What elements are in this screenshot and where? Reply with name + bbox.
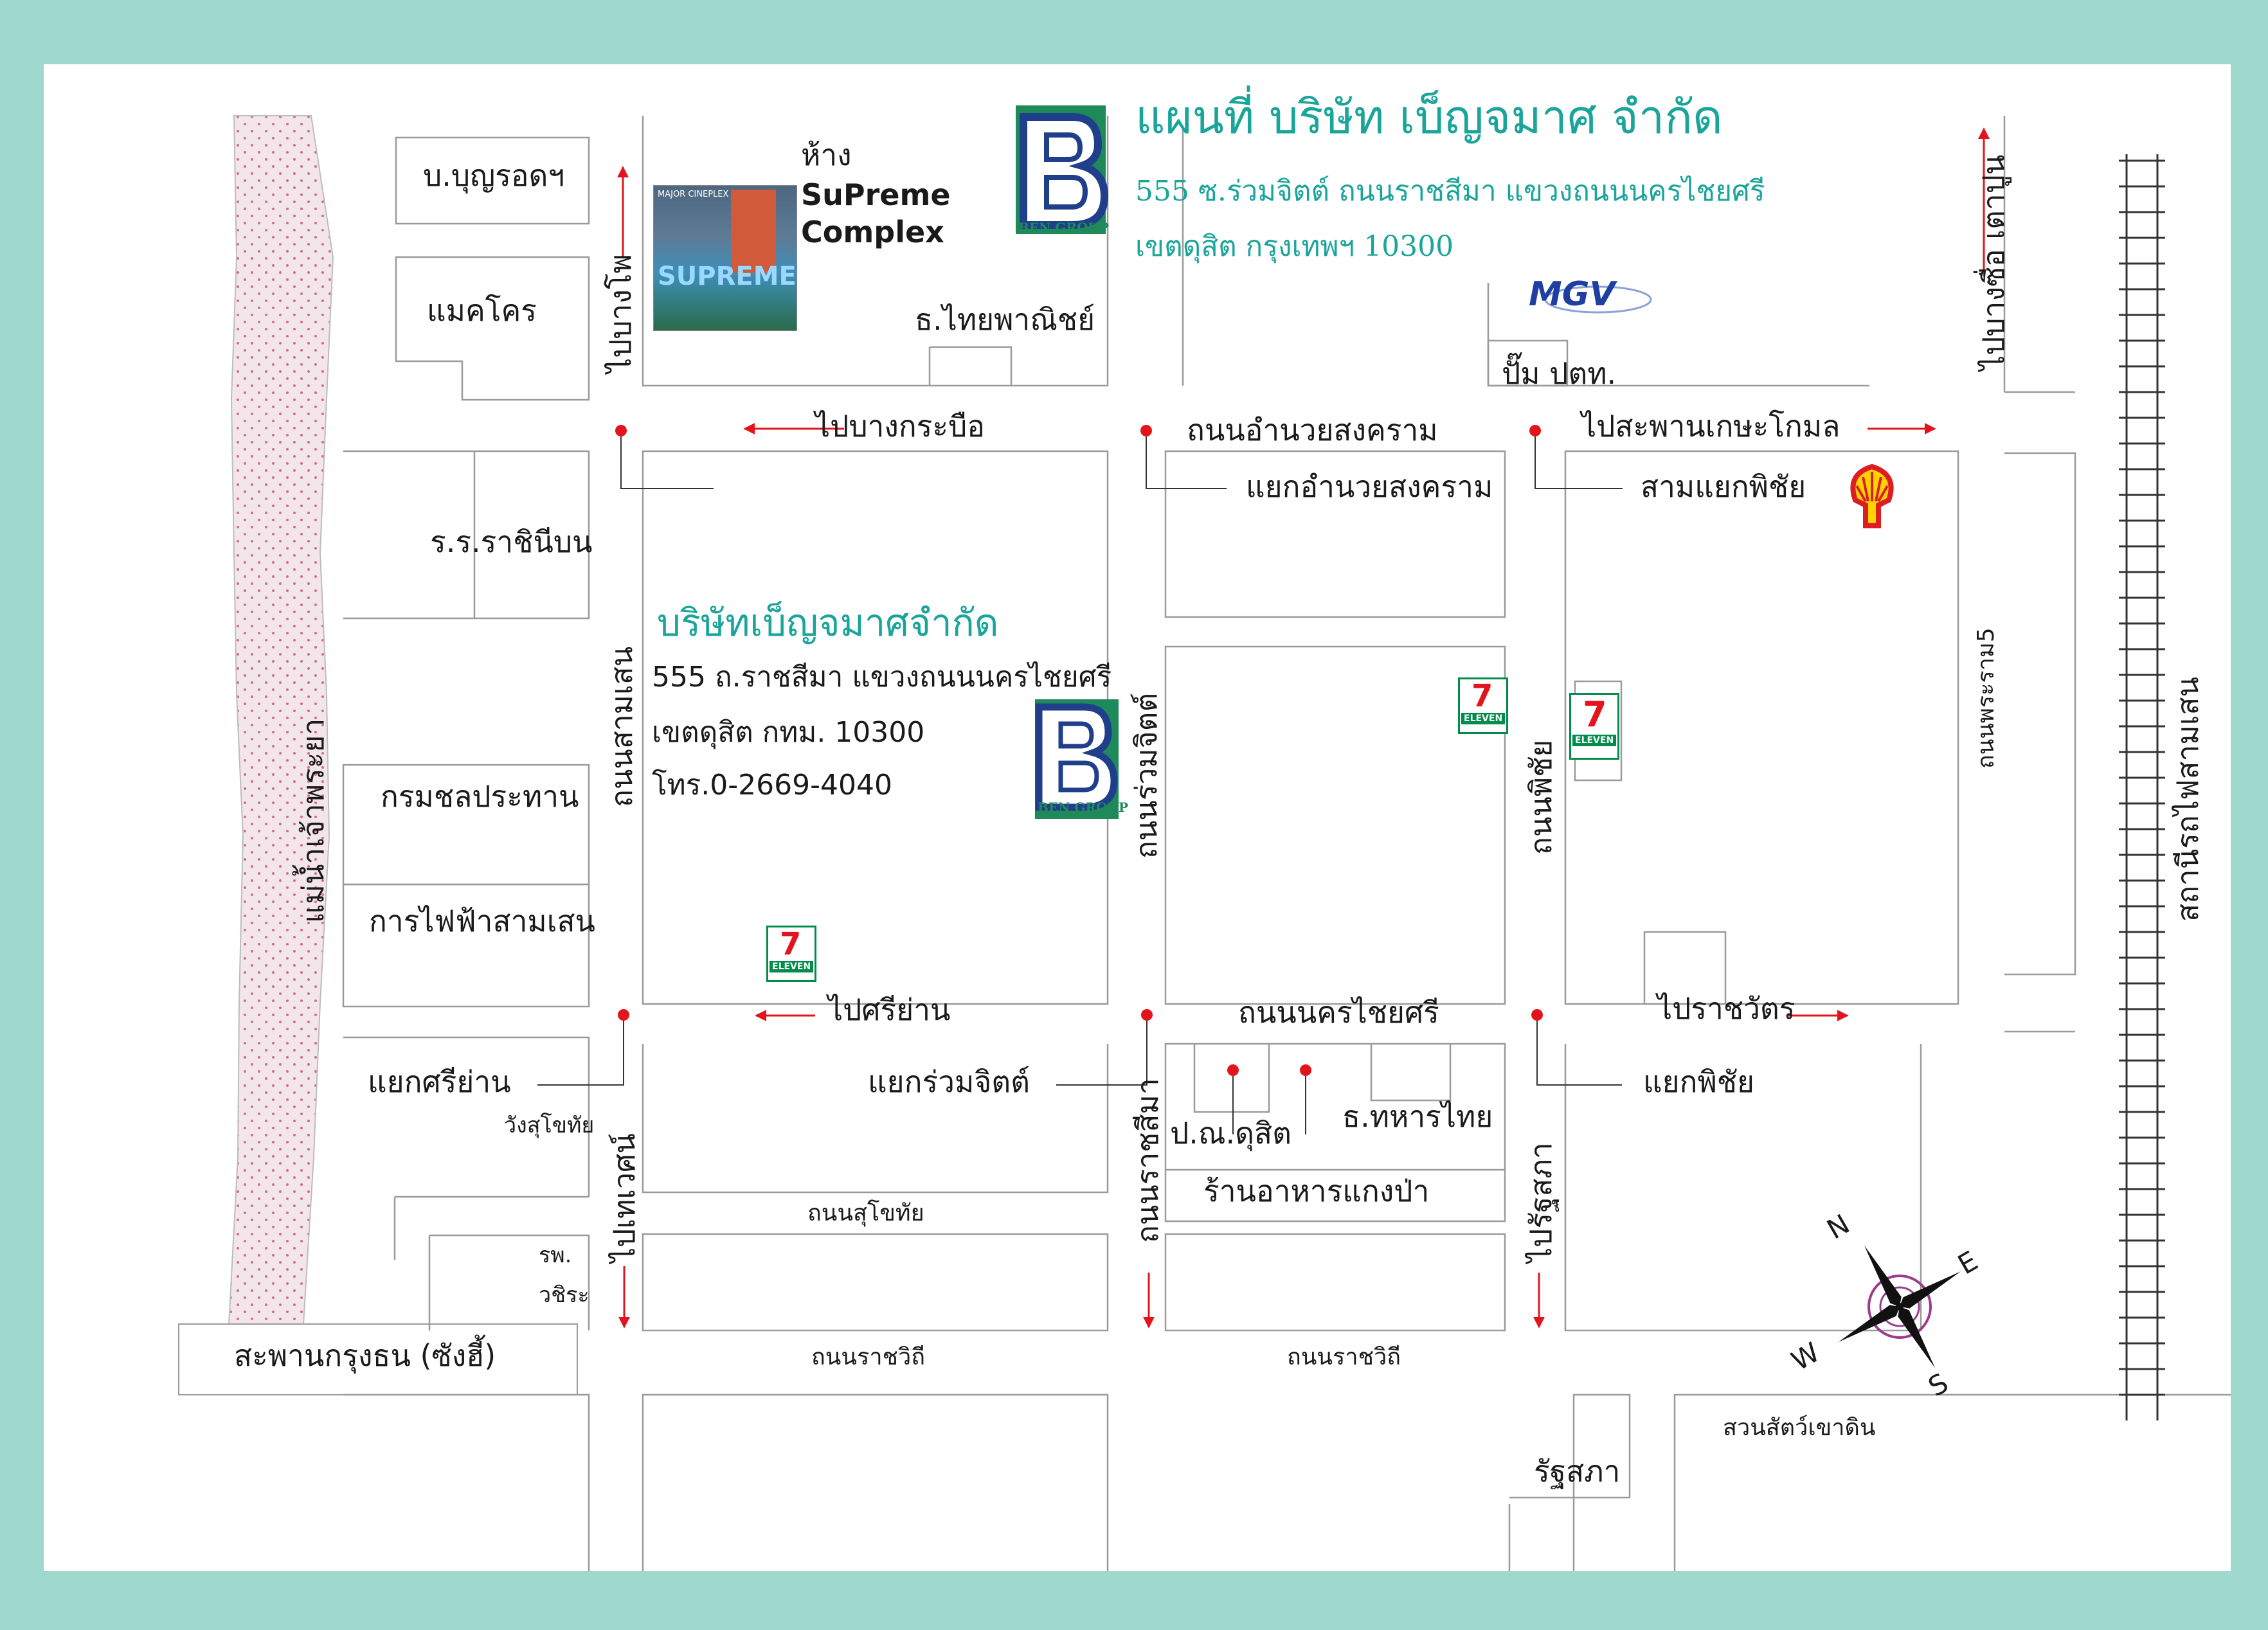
label-ruamjit-road: ถนนร่วมจิตต์	[1129, 692, 1164, 859]
label-boonrod: บ.บุญรอดฯ	[423, 158, 565, 193]
hq-phone: โทร.0-2669-4040	[652, 769, 892, 802]
label-samsen-road: ถนนสามเสน	[604, 646, 639, 807]
label-krung-thon-bridge: สะพานกรุงธน (ซังฮี้)	[234, 1338, 496, 1373]
label-ratchasima-road: ถนนราชสีมา	[1130, 1078, 1165, 1243]
label-to-bang-krabue: ไปบางกระบือ	[815, 409, 985, 443]
map-frame: แผนที่ บริษัท เบ็ญจมาศ จำกัด 555 ซ.ร่วมจ…	[44, 64, 2231, 1571]
map-canvas	[178, 105, 2231, 1571]
label-post-office: ป.ณ.ดุสิต	[1170, 1116, 1292, 1151]
label-ratchawithi-2: ถนนราชวิถี	[1287, 1344, 1401, 1370]
label-parliament: รัฐสภา	[1534, 1454, 1621, 1489]
label-amnuay-junction: แยกอำนวยสงคราม	[1246, 469, 1493, 504]
label-hospital-1: รพ.	[539, 1242, 572, 1268]
label-to-bang-pho: ไปบางโพ	[603, 254, 638, 373]
mall-prefix: ห้าง	[801, 138, 852, 172]
map-title: แผนที่ บริษัท เบ็ญจมาศ จำกัด	[1135, 90, 1723, 144]
label-to-thewet: ไปเทเวศน์	[607, 1133, 642, 1262]
shell-logo	[1850, 463, 1894, 528]
label-makro: แมคโคร	[427, 293, 537, 328]
label-ruamjit-junction: แยกร่วมจิตต์	[868, 1064, 1030, 1099]
railway-track	[2119, 154, 2165, 1420]
photo-sign-top: MAJOR CINEPLEX	[658, 190, 729, 199]
label-zoo: สวนสัตว์เขาดิน	[1723, 1415, 1876, 1441]
seven-word: ELEVEN	[770, 961, 814, 972]
seven-digit: 7	[1472, 678, 1493, 714]
label-nakhon-chaisi-road: ถนนนครไชยศรี	[1238, 995, 1439, 1030]
label-rama5-road: ถนนพระราม5	[1973, 627, 1999, 769]
ben-group-logo-top	[1016, 105, 1109, 234]
krung-thon-bridge	[178, 1323, 578, 1395]
label-to-bang-sue: ไปบางซื่อ เตาปูน	[1976, 154, 2011, 370]
label-river: แม่น้ำเจ้าพระยา	[296, 718, 330, 923]
label-pichai-3way: สามแยกพิชัย	[1641, 469, 1806, 504]
label-amnuay-road: ถนนอำนวยสงคราม	[1187, 413, 1438, 447]
junction-markers	[537, 425, 1623, 1134]
compass-rose	[1838, 1245, 1961, 1368]
logo-caption-top: BEN GROUP	[1018, 220, 1109, 235]
hq-line1: 555 ถ.ราชสีมา แขวงถนนนครไชยศรี	[652, 661, 1112, 694]
mgv-logo	[1544, 285, 1652, 314]
label-wang-sukhothai: วังสุโขทัย	[504, 1113, 595, 1138]
seven-eleven-1: 7 ELEVEN	[1458, 677, 1508, 734]
label-to-si-yan: ไปศรีย่าน	[828, 992, 951, 1027]
label-hospital-2: วชิระ	[539, 1282, 590, 1308]
supreme-complex-photo: MAJOR CINEPLEX SUPREME	[653, 185, 797, 331]
label-pichai-road: ถนนพิชัย	[1524, 739, 1558, 855]
ben-group-logo-middle	[1035, 699, 1119, 819]
mall-name-line1: SuPreme	[801, 177, 951, 212]
label-pichai-junction: แยกพิชัย	[1643, 1064, 1754, 1099]
seven-eleven-3: 7 ELEVEN	[766, 926, 816, 982]
label-to-ratchawat: ไปราชวัตร	[1657, 991, 1796, 1026]
label-sukhothai-road: ถนนสุโขทัย	[807, 1200, 924, 1226]
label-si-yan-junction: แยกศรีย่าน	[368, 1064, 511, 1099]
label-ptt: ปั๊ม ปตท.	[1502, 356, 1617, 391]
title-address-line2: เขตดุสิต กรุงเทพฯ 10300	[1135, 230, 1454, 263]
seven-word: ELEVEN	[1572, 735, 1617, 746]
seven-digit: 7	[1583, 694, 1607, 735]
hq-name: บริษัทเบ็ญจมาศจำกัด	[657, 601, 999, 645]
label-chonprathan: กรมชลประทาน	[381, 779, 579, 814]
label-military-bank: ธ.ทหารไทย	[1342, 1099, 1493, 1134]
label-thai-panich: ธ.ไทยพาณิชย์	[915, 302, 1095, 337]
photo-sign-main: SUPREME	[658, 262, 797, 291]
hq-line2: เขตดุสิต กทม. 10300	[652, 716, 925, 749]
mgv-label: MGV	[1529, 275, 1616, 314]
label-to-kasem-bridge: ไปสะพานเกษะโกมล	[1581, 409, 1841, 443]
seven-digit: 7	[780, 926, 802, 962]
map-blocks	[342, 116, 2231, 1571]
label-rachini: ร.ร.ราชินีบน	[430, 524, 593, 559]
label-train-station: สถานีรถไฟสามเสน	[2170, 677, 2205, 922]
direction-arrows	[617, 127, 1990, 1329]
label-ratchawithi-1: ถนนราชวิถี	[811, 1344, 926, 1370]
seven-word: ELEVEN	[1461, 713, 1506, 724]
mall-name-line2: Complex	[801, 215, 944, 249]
label-to-parliament: ไปรัฐสภา	[1524, 1142, 1558, 1262]
title-address-line1: 555 ซ.ร่วมจิตต์ ถนนราชสีมา แขวงถนนนครไชย…	[1135, 175, 1765, 208]
logo-caption-middle: BEN GROUP	[1038, 800, 1128, 815]
label-electricity: การไฟฟ้าสามเสน	[369, 904, 595, 938]
label-kaeng-pa: ร้านอาหารแกงป่า	[1203, 1174, 1430, 1208]
seven-eleven-2: 7 ELEVEN	[1569, 693, 1619, 760]
